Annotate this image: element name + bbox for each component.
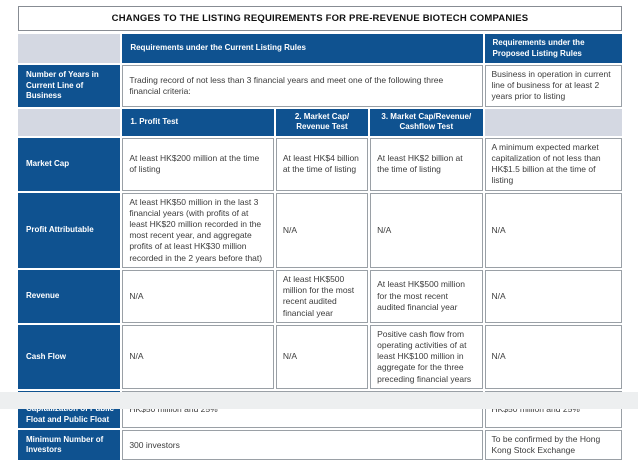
row-cash-flow: Cash Flow N/A N/A Positive cash flow fro…	[18, 324, 622, 389]
cell-cash-flow-proposed: N/A	[484, 324, 622, 389]
cell-min-investors-proposed: To be confirmed by the Hong Kong Stock E…	[484, 429, 622, 461]
test-header-row: 1. Profit Test 2. Market Cap/ Revenue Te…	[18, 108, 622, 136]
row-revenue: Revenue N/A At least HK$500 million for …	[18, 269, 622, 323]
cell-profit-mcr-test: N/A	[275, 192, 369, 268]
row-profit-attributable: Profit Attributable At least HK$50 milli…	[18, 192, 622, 268]
cell-revenue-proposed: N/A	[484, 269, 622, 323]
market-cap-revenue-cashflow-test-header: 3. Market Cap/Revenue/ Cashflow Test	[370, 108, 483, 136]
current-rules-header: Requirements under the Current Listing R…	[122, 34, 483, 63]
cell-profit-mcrc-test: N/A	[370, 192, 483, 268]
market-cap-revenue-test-header: 2. Market Cap/ Revenue Test	[275, 108, 369, 136]
corner-empty-cell	[18, 34, 121, 63]
cell-revenue-mcr-test: At least HK$500 million for the most rec…	[275, 269, 369, 323]
cell-cash-flow-mcrc-test: Positive cash flow from operating activi…	[370, 324, 483, 389]
cell-market-cap-mcrc-test: At least HK$2 billion at the time of lis…	[370, 137, 483, 191]
row-market-cap: Market Cap At least HK$200 million at th…	[18, 137, 622, 191]
row-label-min-investors: Minimum Number of Investors	[18, 429, 121, 461]
page: { "title": "CHANGES TO THE LISTING REQUI…	[0, 6, 638, 461]
document-title-text: CHANGES TO THE LISTING REQUIREMENTS FOR …	[111, 13, 529, 24]
cell-market-cap-profit-test: At least HK$200 million at the time of l…	[122, 137, 274, 191]
cell-revenue-mcrc-test: At least HK$500 million for the most rec…	[370, 269, 483, 323]
cell-cash-flow-mcr-test: N/A	[275, 324, 369, 389]
row-label-cash-flow: Cash Flow	[18, 324, 121, 389]
row-label-market-cap: Market Cap	[18, 137, 121, 191]
proposed-rules-header: Requirements under the Proposed Listing …	[484, 34, 622, 63]
row-label-profit-attributable: Profit Attributable	[18, 192, 121, 268]
cell-profit-proposed: N/A	[484, 192, 622, 268]
header-row: Requirements under the Current Listing R…	[18, 34, 622, 63]
profit-test-header: 1. Profit Test	[122, 108, 274, 136]
cell-revenue-profit-test: N/A	[122, 269, 274, 323]
row-min-investors: Minimum Number of Investors 300 investor…	[18, 429, 622, 461]
row-number-of-years: Number of Years in Current Line of Busin…	[18, 65, 622, 107]
cell-years-current: Trading record of not less than 3 financ…	[122, 65, 483, 107]
cell-profit-profit-test: At least HK$50 million in the last 3 fin…	[122, 192, 274, 268]
footer-strip	[0, 392, 638, 409]
cell-market-cap-mcr-test: At least HK$4 billion at the time of lis…	[275, 137, 369, 191]
tests-empty-left-cell	[18, 108, 121, 136]
row-label-revenue: Revenue	[18, 269, 121, 323]
row-label-number-of-years: Number of Years in Current Line of Busin…	[18, 65, 121, 107]
tests-empty-right-cell	[484, 108, 622, 136]
cell-market-cap-proposed: A minimum expected market capitalization…	[484, 137, 622, 191]
cell-cash-flow-profit-test: N/A	[122, 324, 274, 389]
cell-years-proposed: Business in operation in current line of…	[484, 65, 622, 107]
document-title: CHANGES TO THE LISTING REQUIREMENTS FOR …	[18, 6, 622, 31]
cell-min-investors-current: 300 investors	[122, 429, 483, 461]
